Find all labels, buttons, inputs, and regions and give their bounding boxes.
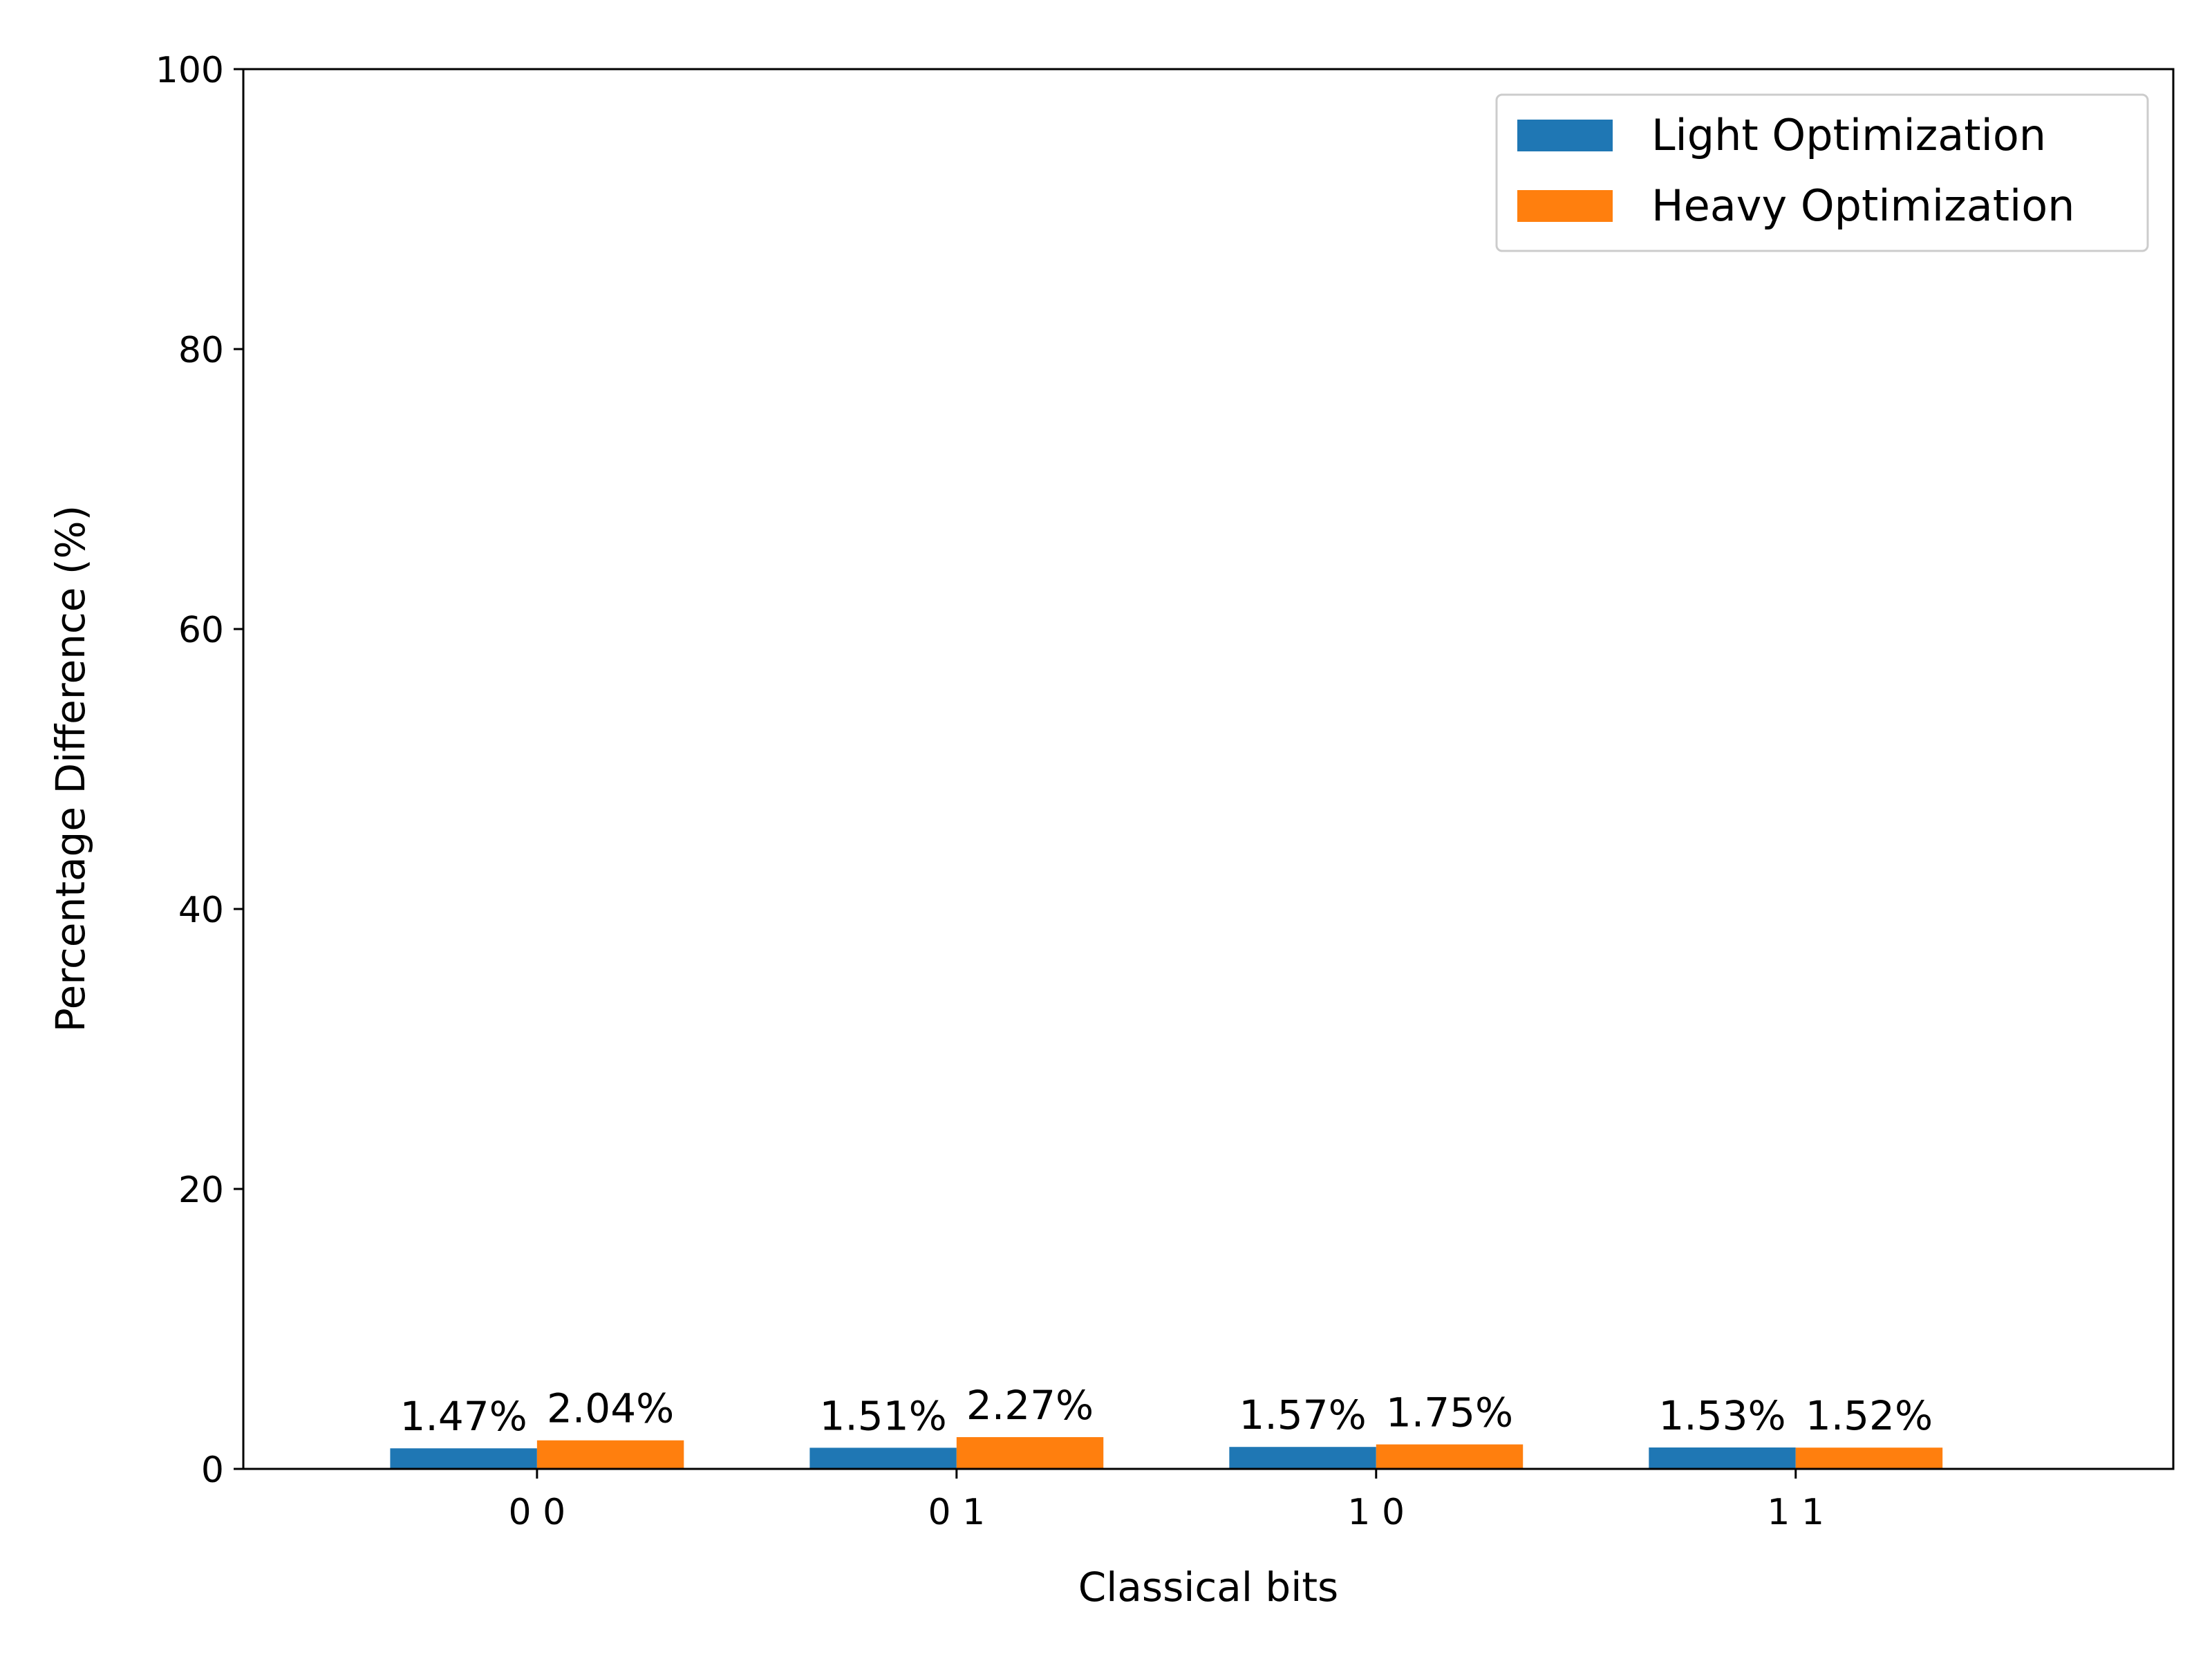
y-tick-label-5: 100 <box>156 50 224 91</box>
x-tick-label-1: 0 1 <box>928 1492 985 1533</box>
bars-group <box>390 1437 1943 1469</box>
data-label-heavy-2: 1.75% <box>1386 1389 1513 1436</box>
y-tick-label-4: 80 <box>178 330 224 371</box>
legend: Light Optimization Heavy Optimization <box>1495 93 2149 252</box>
data-label-light-1: 1.51% <box>819 1392 946 1439</box>
x-tick-label-2: 1 0 <box>1347 1492 1405 1533</box>
bar-light-0 <box>390 1448 537 1469</box>
x-axis-label: Classical bits <box>1078 1564 1339 1611</box>
axes-frame <box>242 68 2175 1470</box>
y-tick-label-2: 40 <box>178 890 224 931</box>
data-label-light-2: 1.57% <box>1239 1391 1366 1438</box>
plot-area <box>243 69 2173 1469</box>
data-label-heavy-0: 2.04% <box>547 1385 674 1432</box>
legend-label-light: Light Optimization <box>1651 110 2046 160</box>
data-label-light-0: 1.47% <box>400 1393 527 1440</box>
ticks-group: 0 20 40 60 80 100 0 0 0 1 1 0 1 1 <box>156 50 1824 1533</box>
legend-swatch-heavy <box>1517 190 1613 222</box>
bar-light-1 <box>809 1447 957 1469</box>
legend-label-heavy: Heavy Optimization <box>1651 180 2074 231</box>
bar-heavy-0 <box>536 1440 684 1469</box>
y-axis-label: Percentage Difference (%) <box>47 505 94 1033</box>
axes-group <box>242 68 2175 1470</box>
bar-heavy-3 <box>1795 1447 1943 1469</box>
y-tick-label-3: 60 <box>178 610 224 651</box>
data-label-light-3: 1.53% <box>1658 1392 1785 1439</box>
y-tick-label-0: 0 <box>201 1450 224 1491</box>
x-tick-label-3: 1 1 <box>1767 1492 1824 1533</box>
y-tick-label-1: 20 <box>178 1170 224 1211</box>
data-labels-group: 1.47% 1.51% 1.57% 1.53% 2.04% 2.27% 1.75% 1.52% <box>400 1382 1933 1440</box>
bar-light-2 <box>1229 1447 1376 1469</box>
bar-light-3 <box>1649 1447 1796 1469</box>
legend-swatch-light <box>1517 120 1613 151</box>
x-tick-label-0: 0 0 <box>509 1492 566 1533</box>
data-label-heavy-1: 2.27% <box>966 1382 1094 1429</box>
data-label-heavy-3: 1.52% <box>1806 1392 1933 1439</box>
bar-heavy-1 <box>956 1437 1104 1469</box>
legend-box <box>1495 93 2149 252</box>
bar-heavy-2 <box>1376 1444 1524 1469</box>
